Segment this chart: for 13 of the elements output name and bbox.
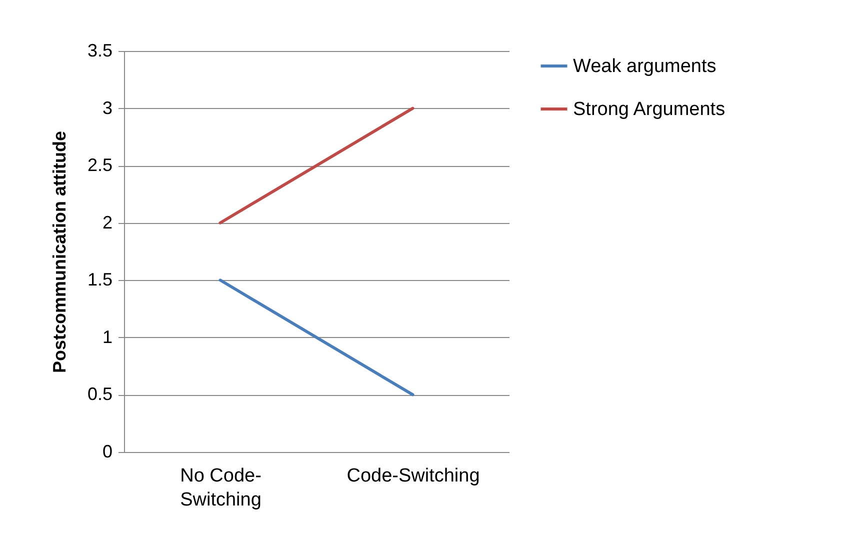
- y-tick-label: 3.5: [87, 40, 112, 60]
- y-tick-label: 0.5: [87, 384, 112, 404]
- y-tick-label: 2: [102, 212, 112, 232]
- y-tick-label: 1: [102, 326, 112, 347]
- y-tick-label: 1.5: [87, 270, 112, 290]
- y-axis-title: Postcommunication attitude: [49, 130, 70, 374]
- legend-label: Weak arguments: [573, 56, 716, 77]
- legend-label: Strong Arguments: [573, 99, 726, 120]
- x-tick-label: No Code-Switching: [180, 466, 262, 510]
- x-tick-label: Code-Switching: [346, 466, 480, 486]
- y-tick-label: 3: [102, 98, 112, 118]
- y-tick-label: 2.5: [87, 155, 112, 176]
- y-tick-label: 0: [102, 442, 112, 462]
